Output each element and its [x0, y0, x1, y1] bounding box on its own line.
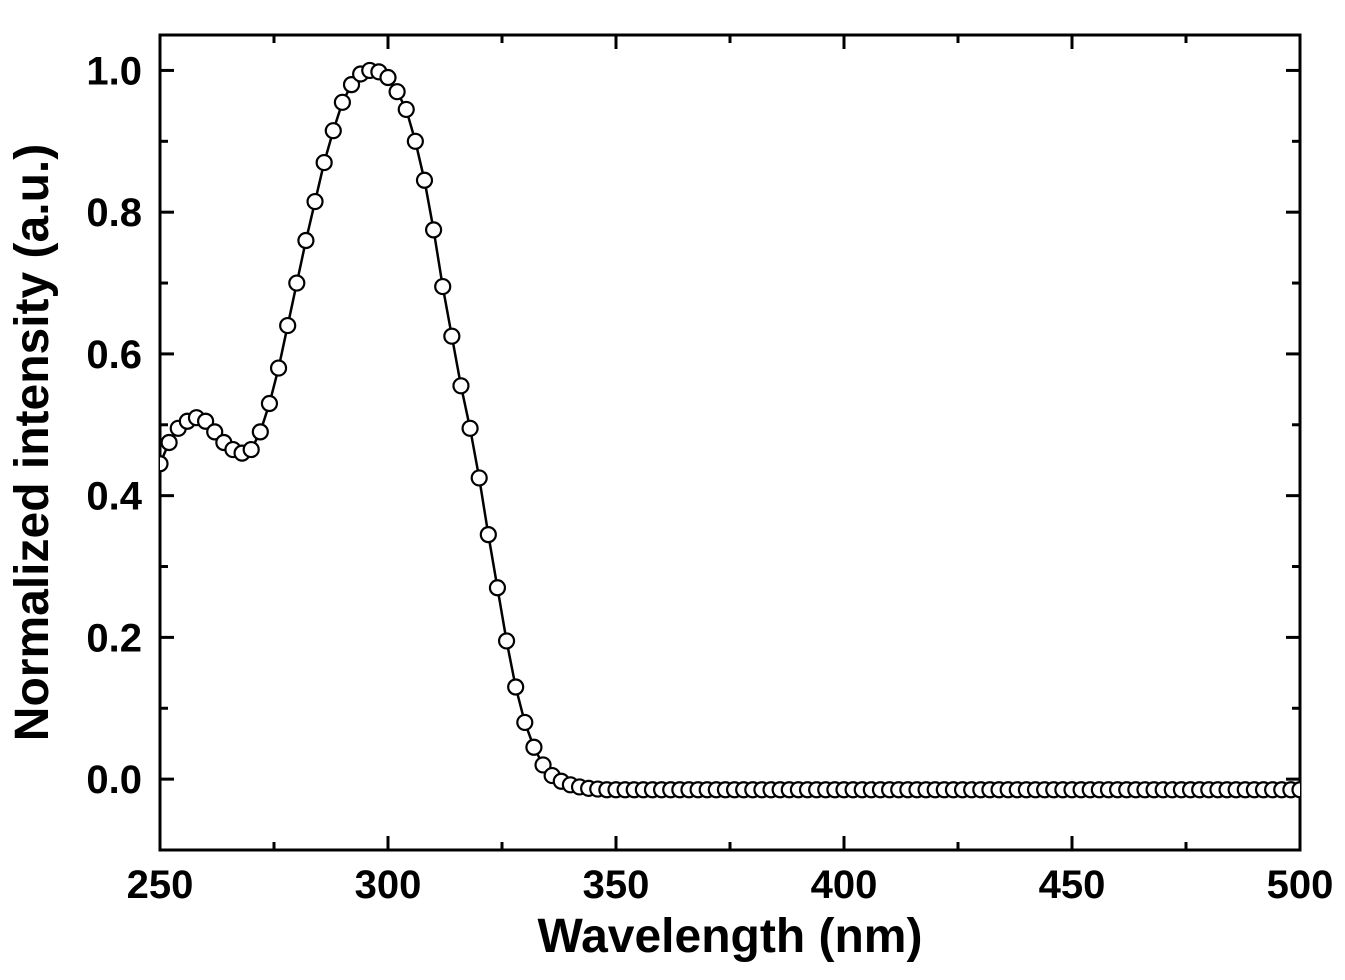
data-marker	[308, 194, 323, 209]
data-marker	[526, 740, 541, 755]
data-marker	[463, 421, 478, 436]
data-marker	[381, 70, 396, 85]
x-tick-label: 500	[1267, 863, 1334, 907]
y-tick-label: 0.4	[86, 475, 142, 519]
data-marker	[390, 84, 405, 99]
data-marker	[435, 279, 450, 294]
data-marker	[280, 318, 295, 333]
data-marker	[262, 396, 277, 411]
data-marker	[426, 222, 441, 237]
data-marker	[289, 276, 304, 291]
data-marker	[499, 633, 514, 648]
data-marker	[298, 233, 313, 248]
y-axis-label: Normalized intensity (a.u.)	[6, 144, 59, 741]
data-marker	[481, 527, 496, 542]
chart-svg: 250 300 350 400 450 500 0.0 0.2 0.4 0.6 0.8 1.0 Wave…	[0, 0, 1345, 980]
data-marker	[271, 361, 286, 376]
data-marker	[472, 470, 487, 485]
x-tick-label: 250	[127, 863, 194, 907]
data-marker	[335, 95, 350, 110]
data-marker	[517, 715, 532, 730]
y-tick-label: 0.8	[86, 191, 142, 235]
x-tick-label: 300	[355, 863, 422, 907]
data-marker	[444, 329, 459, 344]
y-tick-label: 1.0	[86, 49, 142, 93]
x-tick-label: 350	[583, 863, 650, 907]
data-marker	[453, 378, 468, 393]
data-marker	[317, 155, 332, 170]
data-marker	[326, 123, 341, 138]
y-tick-label: 0.6	[86, 333, 142, 377]
data-marker	[408, 134, 423, 149]
y-tick-label: 0.2	[86, 616, 142, 660]
x-tick-label: 400	[811, 863, 878, 907]
data-marker	[399, 102, 414, 117]
data-marker	[490, 580, 505, 595]
x-tick-label: 450	[1039, 863, 1106, 907]
x-axis-label: Wavelength (nm)	[538, 910, 923, 963]
data-marker	[244, 442, 259, 457]
data-marker	[162, 435, 177, 450]
data-marker	[508, 680, 523, 695]
data-marker	[417, 173, 432, 188]
y-tick-label: 0.0	[86, 758, 142, 802]
data-marker	[253, 424, 268, 439]
spectrum-chart: 250 300 350 400 450 500 0.0 0.2 0.4 0.6 0.8 1.0 Wave…	[0, 0, 1345, 980]
